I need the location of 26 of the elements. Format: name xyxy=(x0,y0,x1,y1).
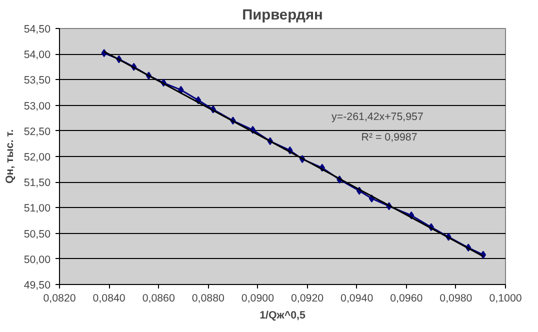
y-tick-label: 50,00 xyxy=(24,254,51,266)
x-tick-label: 0,0820 xyxy=(43,292,76,304)
y-tick-label: 52,00 xyxy=(24,152,51,164)
x-tick-label: 0,0880 xyxy=(192,292,225,304)
y-tick-label: 54,50 xyxy=(24,24,51,36)
x-tick-label: 0,1000 xyxy=(489,292,522,304)
x-tick-label: 0,0980 xyxy=(440,292,472,304)
y-tick-label: 54,00 xyxy=(24,49,51,62)
y-tick-label: 52,50 xyxy=(24,126,51,138)
y-tick-label: 51,50 xyxy=(24,177,51,190)
x-axis-title: 1/Qж^0,5 xyxy=(260,310,306,322)
y-tick-label: 51,00 xyxy=(24,202,51,215)
chart-title: Пирвердян xyxy=(242,8,323,24)
x-tick-label: 0,0900 xyxy=(241,292,274,304)
x-tick-label: 0,0840 xyxy=(92,292,126,304)
y-tick-label: 49,50 xyxy=(24,280,51,292)
y-axis-title: Qн, тыс. т. xyxy=(4,129,16,184)
annotation: y=-261,42x+75,957 xyxy=(332,111,424,124)
x-tick-label: 0,0960 xyxy=(390,292,423,304)
y-tick-label: 53,00 xyxy=(24,100,51,112)
y-tick-label: 53,50 xyxy=(24,74,51,87)
y-tick-label: 50,50 xyxy=(24,228,51,240)
x-tick-label: 0,0940 xyxy=(340,292,374,304)
x-tick-label: 0,0920 xyxy=(290,292,324,304)
x-tick-label: 0,0860 xyxy=(142,292,175,304)
annotation: R² = 0,9987 xyxy=(361,132,418,144)
